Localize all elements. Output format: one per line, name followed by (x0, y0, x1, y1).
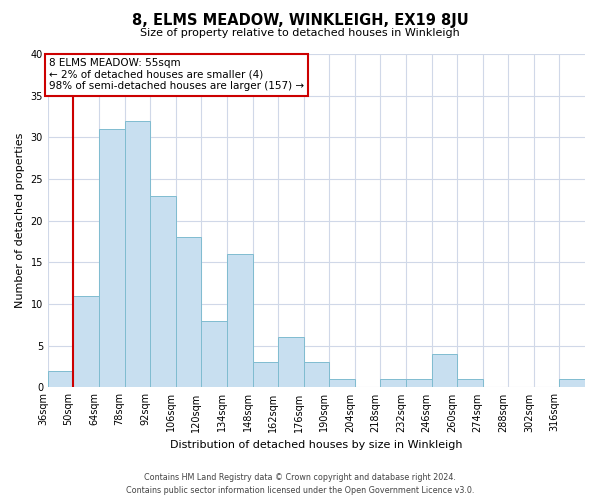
Bar (73, 296, 99, 388)
Bar (125, 120, 150, 388)
Bar (406, 379, 431, 388)
X-axis label: Distribution of detached houses by size in Winkleigh: Distribution of detached houses by size … (170, 440, 463, 450)
Y-axis label: Number of detached properties: Number of detached properties (15, 133, 25, 308)
Text: 8 ELMS MEADOW: 55sqm
← 2% of detached houses are smaller (4)
98% of semi-detache: 8 ELMS MEADOW: 55sqm ← 2% of detached ho… (49, 58, 304, 92)
Bar (457, 379, 482, 388)
Bar (99, 129, 125, 388)
Bar (150, 196, 176, 388)
Bar (304, 362, 329, 388)
Bar (559, 379, 585, 388)
Text: Size of property relative to detached houses in Winkleigh: Size of property relative to detached ho… (140, 28, 460, 38)
Bar (48, 371, 73, 388)
Bar (278, 338, 304, 388)
Bar (202, 320, 227, 388)
Text: 8, ELMS MEADOW, WINKLEIGH, EX19 8JU: 8, ELMS MEADOW, WINKLEIGH, EX19 8JU (131, 12, 469, 28)
Bar (176, 238, 202, 388)
Bar (227, 254, 253, 388)
Bar (431, 354, 457, 388)
Bar (253, 362, 278, 388)
Bar (329, 379, 355, 388)
Bar (380, 379, 406, 388)
Text: Contains HM Land Registry data © Crown copyright and database right 2024.
Contai: Contains HM Land Registry data © Crown c… (126, 474, 474, 495)
